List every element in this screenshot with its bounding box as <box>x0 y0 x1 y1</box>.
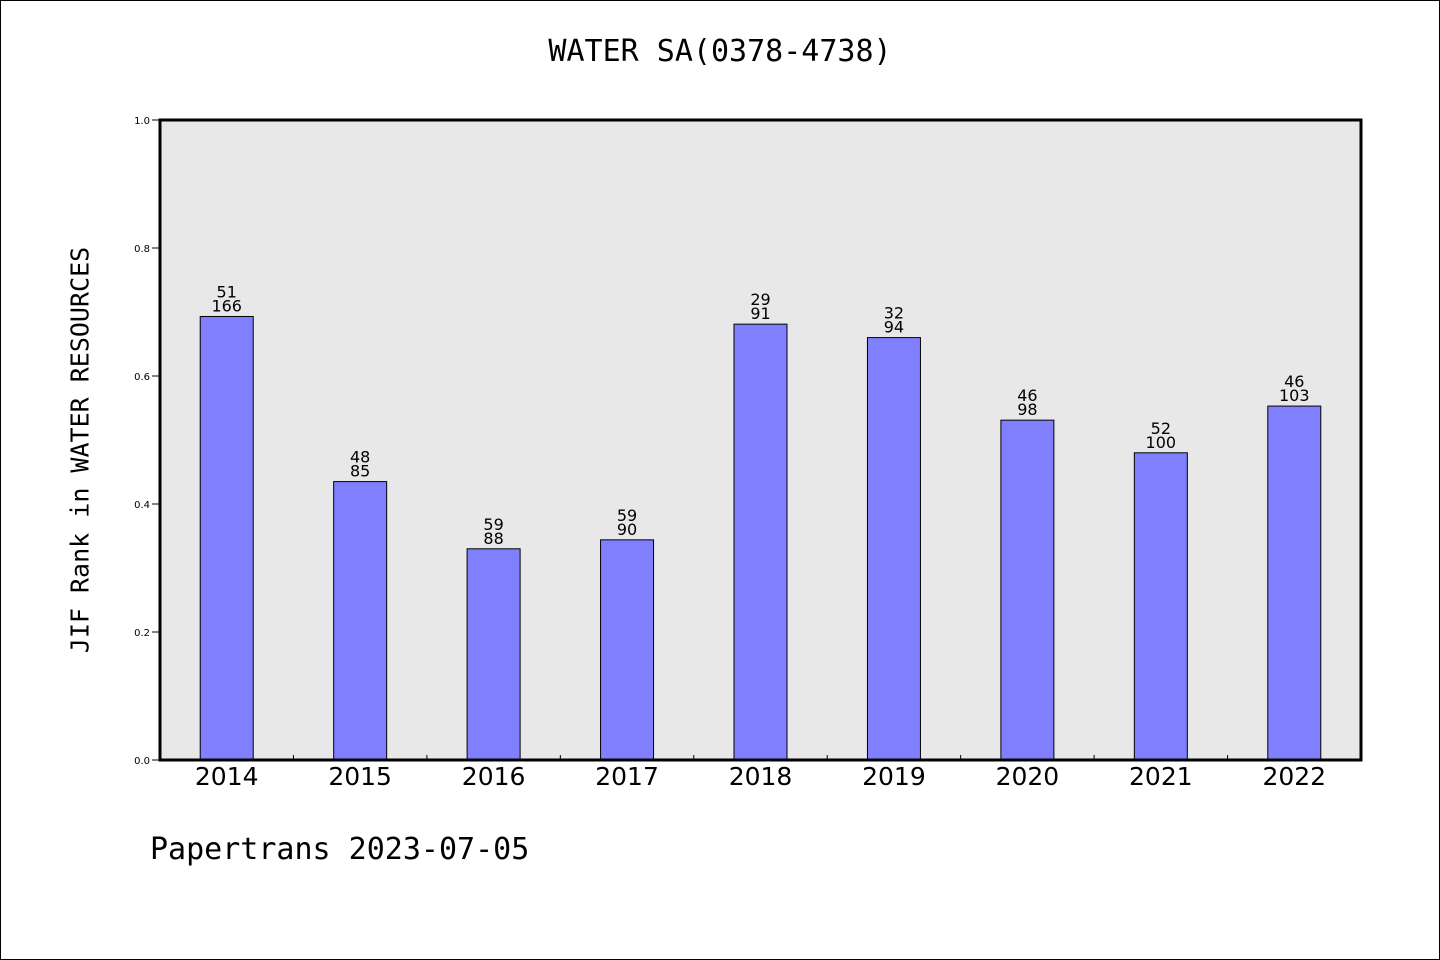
bar-2014 <box>199 315 254 761</box>
bar-rank-label: 46 <box>1284 372 1304 391</box>
plot-border <box>158 118 1363 762</box>
y-tick-label: 0.6 <box>134 372 150 383</box>
x-tick-label: 2015 <box>328 762 392 791</box>
bar-2017 <box>600 539 655 761</box>
bar-total-label: 91 <box>750 304 770 323</box>
x-tick-label: 2020 <box>996 762 1060 791</box>
y-tick-label: 0.0 <box>134 756 150 767</box>
bar-rank-label: 46 <box>1017 386 1037 405</box>
x-tick-label: 2017 <box>595 762 659 791</box>
chart-title: WATER SA(0378-4738) <box>548 34 892 69</box>
bar-rank-label: 32 <box>884 304 904 323</box>
bar-rank-label: 51 <box>217 282 237 301</box>
bar-2015 <box>333 481 388 761</box>
y-tick-label: 0.8 <box>134 244 150 255</box>
bar-rank-label: 59 <box>483 515 503 534</box>
bar-2021 <box>1133 452 1188 761</box>
footer-text: Papertrans 2023-07-05 <box>150 832 530 867</box>
bar-2022 <box>1267 405 1322 761</box>
bar-rank-label: 59 <box>617 506 637 525</box>
y-tick-label: 0.4 <box>134 500 150 511</box>
bar-rank-label: 52 <box>1151 419 1171 438</box>
bar-total-label: 94 <box>884 318 904 337</box>
x-tick-label: 2021 <box>1129 762 1193 791</box>
x-tick-label: 2014 <box>195 762 259 791</box>
x-tick-label: 2018 <box>729 762 793 791</box>
bar-total-label: 100 <box>1146 433 1177 452</box>
x-tick-label: 2016 <box>462 762 526 791</box>
bar-total-label: 166 <box>211 296 242 315</box>
bar-2019 <box>866 337 921 761</box>
bar-total-label: 98 <box>1017 400 1037 419</box>
bar-rank-label: 29 <box>750 290 770 309</box>
y-tick-label: 0.2 <box>134 628 150 639</box>
bar-total-label: 85 <box>350 462 370 481</box>
bar-total-label: 90 <box>617 520 637 539</box>
bar-2018 <box>733 323 788 761</box>
x-tick-label: 2019 <box>862 762 926 791</box>
bar-2020 <box>1000 419 1055 761</box>
bar-total-label: 103 <box>1279 386 1310 405</box>
bar-2016 <box>466 548 521 761</box>
bar-total-label: 88 <box>483 529 503 548</box>
bar-rank-label: 48 <box>350 448 370 467</box>
x-tick-label: 2022 <box>1262 762 1326 791</box>
y-tick-label: 1.0 <box>134 116 150 127</box>
